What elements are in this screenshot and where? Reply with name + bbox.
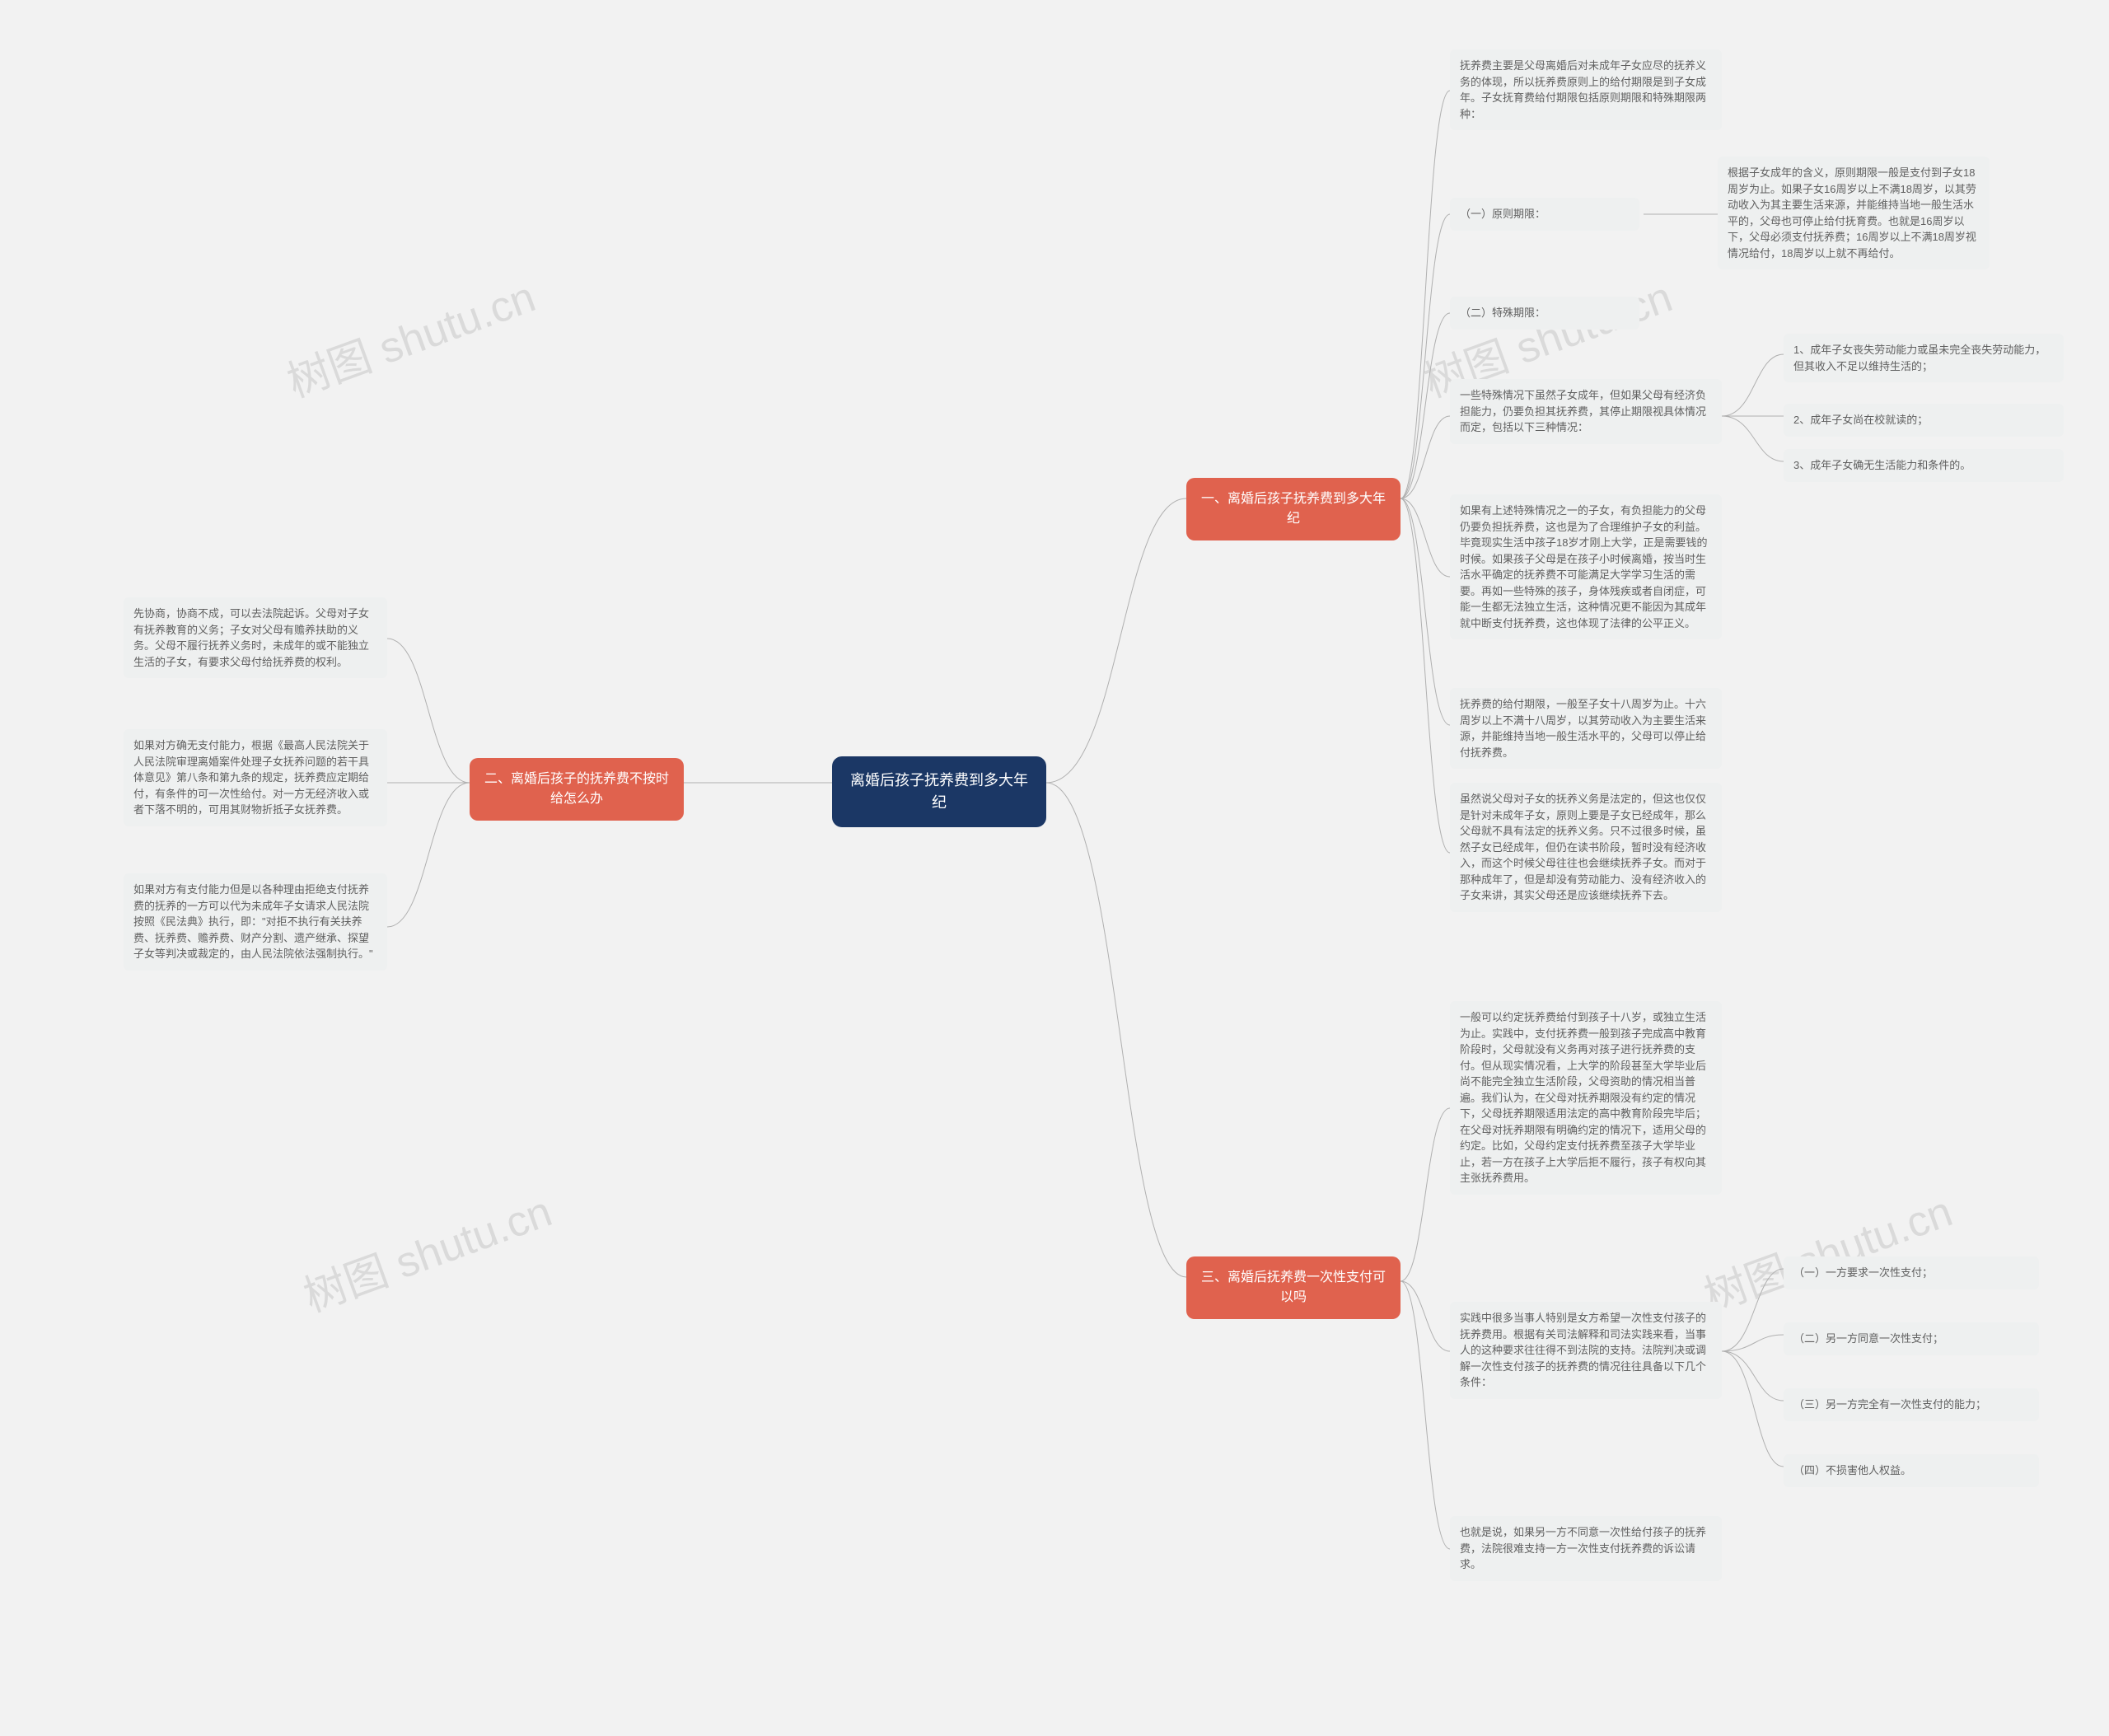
- branch1-principle-detail: 根据子女成年的含义，原则期限一般是支付到子女18周岁为止。如果子女16周岁以上不…: [1718, 157, 1990, 269]
- branch3-leaf-1: 一般可以约定抚养费给付到孩子十八岁，或独立生活为止。实践中，支付抚养费一般到孩子…: [1450, 1001, 1722, 1195]
- branch3-condition-4: （四）不损害他人权益。: [1784, 1454, 2039, 1487]
- branch1-special-label: （二）特殊期限：: [1450, 297, 1639, 330]
- branch3-condition-2: （二）另一方同意一次性支付；: [1784, 1322, 2039, 1355]
- branch1-special-item-1: 1、成年子女丧失劳动能力或虽未完全丧失劳动能力，但其收入不足以维持生活的；: [1784, 334, 2064, 382]
- branch1-leaf-1: 抚养费主要是父母离婚后对未成年子女应尽的抚养义务的体现，所以抚养费原则上的给付期…: [1450, 49, 1722, 130]
- branch1-leaf-7: 虽然说父母对子女的抚养义务是法定的，但这也仅仅是针对未成年子女，原则上要是子女已…: [1450, 783, 1722, 912]
- branch1-leaf-6: 抚养费的给付期限，一般至子女十八周岁为止。十六周岁以上不满十八周岁，以其劳动收入…: [1450, 688, 1722, 769]
- branch3-leaf-2: 实践中很多当事人特别是女方希望一次性支付孩子的抚养费用。根据有关司法解释和司法实…: [1450, 1302, 1722, 1399]
- branch1-special-item-2: 2、成年子女尚在校就读的；: [1784, 404, 2064, 437]
- watermark: 树图 shutu.cn: [294, 1177, 559, 1323]
- branch1-leaf-5: 如果有上述特殊情况之一的子女，有负担能力的父母仍要负担抚养费，这也是为了合理维护…: [1450, 494, 1722, 639]
- branch1-special-intro: 一些特殊情况下虽然子女成年，但如果父母有经济负担能力，仍要负担其抚养费，其停止期…: [1450, 379, 1722, 444]
- watermark: 树图 shutu.cn: [278, 262, 543, 409]
- branch3-condition-3: （三）另一方完全有一次性支付的能力；: [1784, 1388, 2039, 1421]
- mindmap-canvas: 树图 shutu.cn 树图 shutu.cn 树图 shutu.cn 树图 s…: [0, 0, 2109, 1736]
- branch-node-1[interactable]: 一、离婚后孩子抚养费到多大年纪: [1186, 478, 1401, 540]
- branch-node-3[interactable]: 三、离婚后抚养费一次性支付可以吗: [1186, 1256, 1401, 1319]
- branch1-special-item-3: 3、成年子女确无生活能力和条件的。: [1784, 449, 2064, 482]
- branch2-leaf-3: 如果对方有支付能力但是以各种理由拒绝支付抚养费的抚养的一方可以代为未成年子女请求…: [124, 873, 387, 971]
- center-node[interactable]: 离婚后孩子抚养费到多大年纪: [832, 756, 1046, 827]
- branch3-leaf-3: 也就是说，如果另一方不同意一次性给付孩子的抚养费，法院很难支持一方一次性支付抚养…: [1450, 1516, 1722, 1581]
- branch2-leaf-1: 先协商，协商不成，可以去法院起诉。父母对子女有抚养教育的义务；子女对父母有赡养扶…: [124, 597, 387, 678]
- branch3-condition-1: （一）一方要求一次性支付；: [1784, 1256, 2039, 1289]
- branch1-principle-label: （一）原则期限：: [1450, 198, 1639, 231]
- watermark: 树图 shutu.cn: [1695, 1177, 1960, 1323]
- branch-node-2[interactable]: 二、离婚后孩子的抚养费不按时给怎么办: [470, 758, 684, 821]
- branch2-leaf-2: 如果对方确无支付能力，根据《最高人民法院关于人民法院审理离婚案件处理子女抚养问题…: [124, 729, 387, 826]
